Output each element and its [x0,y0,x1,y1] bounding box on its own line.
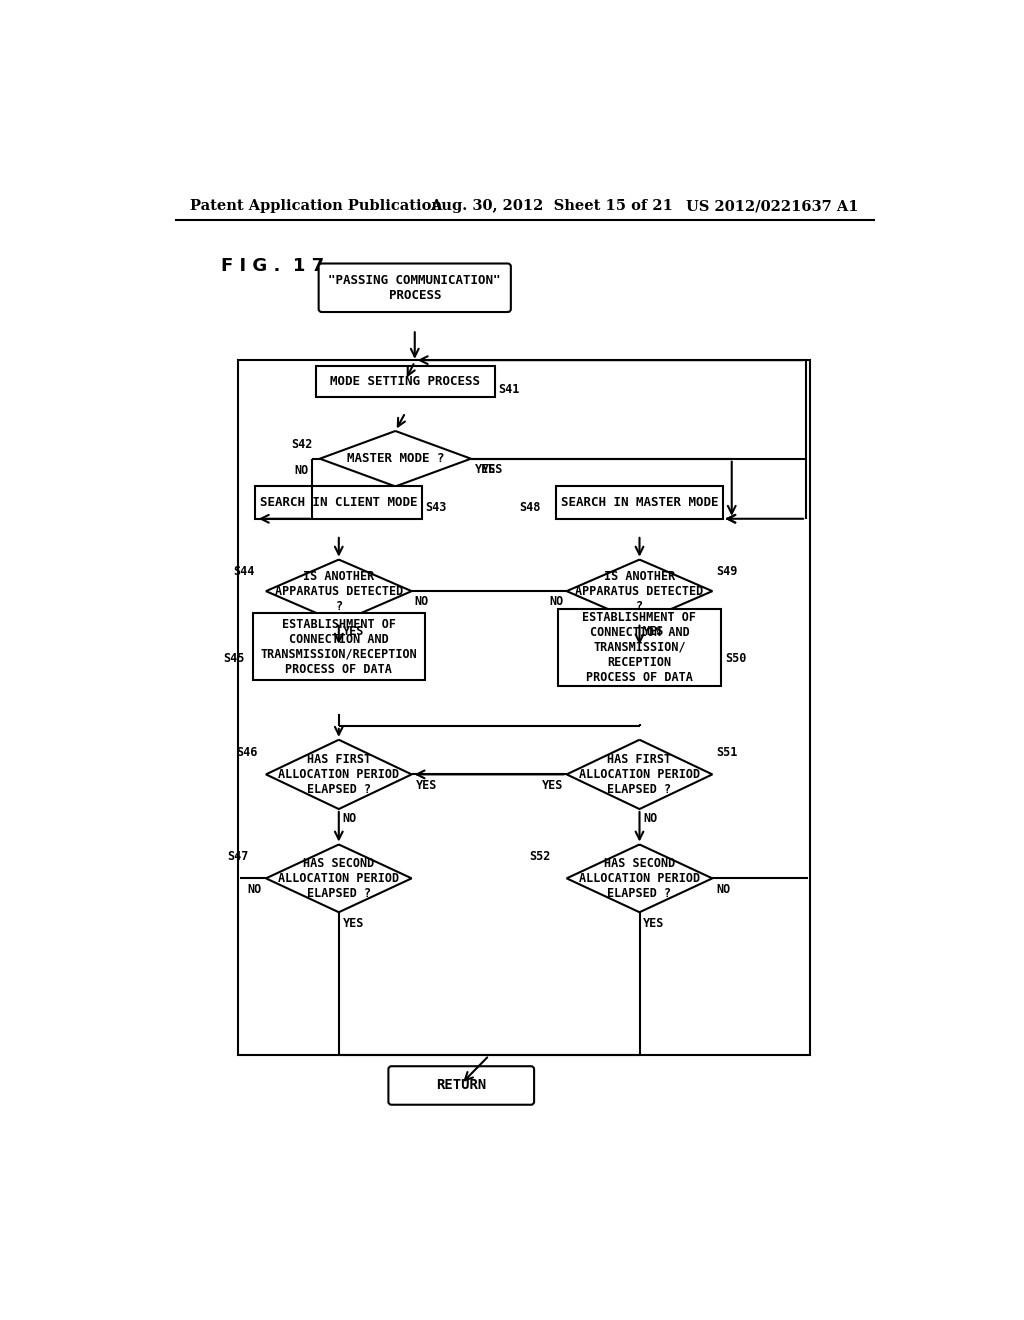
Polygon shape [266,845,412,912]
FancyBboxPatch shape [388,1067,535,1105]
Text: S45: S45 [223,652,245,665]
Text: S47: S47 [227,850,249,863]
Text: SEARCH IN MASTER MODE: SEARCH IN MASTER MODE [561,496,718,510]
Bar [316,367,495,397]
Text: S50: S50 [725,652,746,665]
Text: NO: NO [643,812,657,825]
Bar [558,609,721,686]
Text: S46: S46 [237,746,258,759]
Polygon shape [266,739,412,809]
Text: IS ANOTHER
APPARATUS DETECTED
?: IS ANOTHER APPARATUS DETECTED ? [575,570,703,612]
Text: S49: S49 [716,565,737,578]
Polygon shape [566,739,713,809]
Text: S44: S44 [233,565,255,578]
Text: NO: NO [294,463,308,477]
Text: F I G .  1 7: F I G . 1 7 [221,257,325,275]
FancyBboxPatch shape [318,264,511,312]
Text: YES: YES [343,916,365,929]
Text: NO: NO [415,595,429,609]
Text: HAS FIRST
ALLOCATION PERIOD
ELAPSED ?: HAS FIRST ALLOCATION PERIOD ELAPSED ? [279,752,399,796]
Text: Patent Application Publication: Patent Application Publication [190,199,442,213]
Text: YES: YES [482,463,504,477]
Text: S43: S43 [426,502,446,515]
Bar [556,486,723,519]
Text: YES: YES [474,463,496,477]
Text: HAS SECOND
ALLOCATION PERIOD
ELAPSED ?: HAS SECOND ALLOCATION PERIOD ELAPSED ? [579,857,700,900]
Text: NO: NO [716,883,730,896]
Text: MODE SETTING PROCESS: MODE SETTING PROCESS [331,375,480,388]
Text: S48: S48 [519,502,541,515]
Text: IS ANOTHER
APPARATUS DETECTED
?: IS ANOTHER APPARATUS DETECTED ? [274,570,402,612]
Text: S41: S41 [499,383,520,396]
Text: US 2012/0221637 A1: US 2012/0221637 A1 [686,199,858,213]
Text: NO: NO [343,812,357,825]
Bar [238,360,810,1056]
Text: S52: S52 [529,850,551,863]
Text: SEARCH IN CLIENT MODE: SEARCH IN CLIENT MODE [260,496,418,510]
Text: S51: S51 [716,746,737,759]
Text: ESTABLISHMENT OF
CONNECTION AND
TRANSMISSION/RECEPTION
PROCESS OF DATA: ESTABLISHMENT OF CONNECTION AND TRANSMIS… [260,618,417,676]
Polygon shape [319,430,471,487]
Text: "PASSING COMMUNICATION"
PROCESS: "PASSING COMMUNICATION" PROCESS [329,273,501,302]
Text: S42: S42 [291,438,312,451]
Text: NO: NO [549,595,563,609]
Polygon shape [566,845,713,912]
Text: NO: NO [248,883,262,896]
Text: YES: YES [343,626,365,639]
Text: MASTER MODE ?: MASTER MODE ? [347,453,444,465]
Polygon shape [266,560,412,623]
Polygon shape [566,560,713,623]
Text: RETURN: RETURN [436,1078,486,1093]
Text: ESTABLISHMENT OF
CONNECTION AND
TRANSMISSION/
RECEPTION
PROCESS OF DATA: ESTABLISHMENT OF CONNECTION AND TRANSMIS… [583,611,696,684]
Text: HAS SECOND
ALLOCATION PERIOD
ELAPSED ?: HAS SECOND ALLOCATION PERIOD ELAPSED ? [279,857,399,900]
Text: YES: YES [542,779,563,792]
Text: YES: YES [643,916,665,929]
Text: YES: YES [416,779,437,792]
Text: YES: YES [643,626,665,639]
Bar [253,612,425,681]
Text: Aug. 30, 2012  Sheet 15 of 21: Aug. 30, 2012 Sheet 15 of 21 [430,199,673,213]
Text: HAS FIRST
ALLOCATION PERIOD
ELAPSED ?: HAS FIRST ALLOCATION PERIOD ELAPSED ? [579,752,700,796]
Bar [255,486,422,519]
